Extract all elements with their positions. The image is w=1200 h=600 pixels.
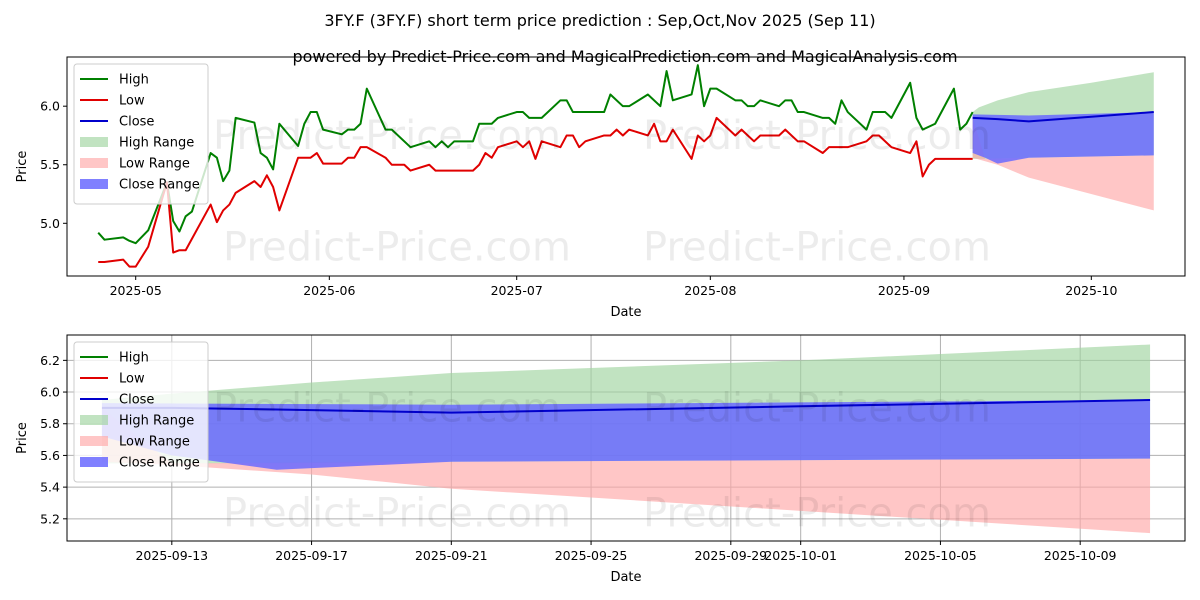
bottom-chart-panel: Predict-Price.com Predict-Price.com Predic…: [15, 334, 1186, 585]
watermark-text: Predict-Price.com: [643, 491, 991, 537]
high-series-line: [97, 64, 974, 245]
x-axis-label: Date: [610, 305, 641, 320]
legend-swatch-low-range: [80, 158, 108, 168]
legend-label: High Range: [119, 136, 194, 151]
watermark-text: Predict-Price.com: [643, 225, 991, 271]
low-range-band: [972, 117, 1154, 211]
x-tick-label: 2025-06: [303, 283, 355, 298]
x-tick-label: 2025-10: [1065, 283, 1117, 298]
watermark-text: Predict-Price.com: [213, 113, 561, 159]
y-tick-label: 5.2: [40, 511, 60, 526]
legend-label: High: [119, 351, 149, 366]
legend-label: High Range: [119, 414, 194, 429]
x-axis-label: Date: [610, 570, 641, 585]
legend-swatch-low-range: [80, 436, 108, 446]
legend-label: Low Range: [119, 157, 190, 172]
legend-swatch-close-range: [80, 179, 108, 189]
y-tick-label: 6.0: [40, 385, 60, 400]
x-tick-label: 2025-07: [491, 283, 543, 298]
y-tick-label: 5.4: [40, 480, 60, 495]
y-tick-label: 6.0: [40, 99, 60, 114]
y-tick-label: 5.0: [40, 216, 60, 231]
legend-label: Close Range: [119, 178, 200, 193]
close-series-line: [972, 111, 1154, 123]
watermark-text: Predict-Price.com: [223, 491, 571, 537]
x-tick-label: 2025-10-01: [764, 548, 837, 563]
y-tick-label: 5.6: [40, 448, 60, 463]
x-tick-label: 2025-09-13: [135, 548, 208, 563]
legend-swatch-high-range: [80, 137, 108, 147]
legend-label: Low: [119, 94, 145, 109]
chart-legend: High Low Close High Range Low Range Close Ran…: [73, 63, 209, 205]
x-tick-label: 2025-10-09: [1044, 548, 1117, 563]
legend-label: Close: [119, 115, 154, 130]
y-tick-label: 5.8: [40, 416, 60, 431]
x-tick-label: 2025-05: [110, 283, 162, 298]
y-axis-label: Price: [15, 151, 30, 183]
x-tick-label: 2025-09-21: [415, 548, 488, 563]
low-series-line: [98, 116, 973, 268]
watermark-text: Predict-Price.com: [643, 113, 991, 159]
low-range-band: [101, 407, 1151, 534]
legend-swatch-high-range: [80, 415, 108, 425]
x-tick-label: 2025-09-25: [555, 548, 628, 563]
x-tick-label: 2025-09-29: [694, 548, 767, 563]
x-tick-label: 2025-09: [878, 283, 930, 298]
legend-label: Close Range: [119, 456, 200, 471]
legend-swatch-close-range: [80, 457, 108, 467]
watermark-text: Predict-Price.com: [223, 225, 571, 271]
legend-label: Close: [119, 393, 154, 408]
axes-frame: [66, 56, 1186, 277]
chart-title: 3FY.F (3FY.F) short term price predictio…: [324, 11, 875, 30]
close-range-band: [972, 112, 1154, 164]
x-tick-label: 2025-09-17: [275, 548, 348, 563]
legend-label: Low Range: [119, 435, 190, 450]
watermark-text: Predict-Price.com: [643, 386, 991, 432]
y-tick-label: 5.5: [40, 157, 60, 172]
chart-legend: High Low Close High Range Low Range Close Ran…: [73, 341, 209, 483]
legend-label: High: [119, 73, 149, 88]
legend-label: Low: [119, 372, 145, 387]
y-tick-label: 6.2: [40, 353, 60, 368]
top-chart-panel: Predict-Price.com Predict-Price.com Predic…: [15, 56, 1186, 320]
watermark-text: Predict-Price.com: [213, 386, 561, 432]
y-axis-label: Price: [15, 422, 30, 454]
close-range-band: [101, 399, 1151, 470]
x-tick-label: 2025-08: [684, 283, 736, 298]
x-tick-label: 2025-10-05: [904, 548, 977, 563]
axes-frame: [66, 334, 1186, 542]
